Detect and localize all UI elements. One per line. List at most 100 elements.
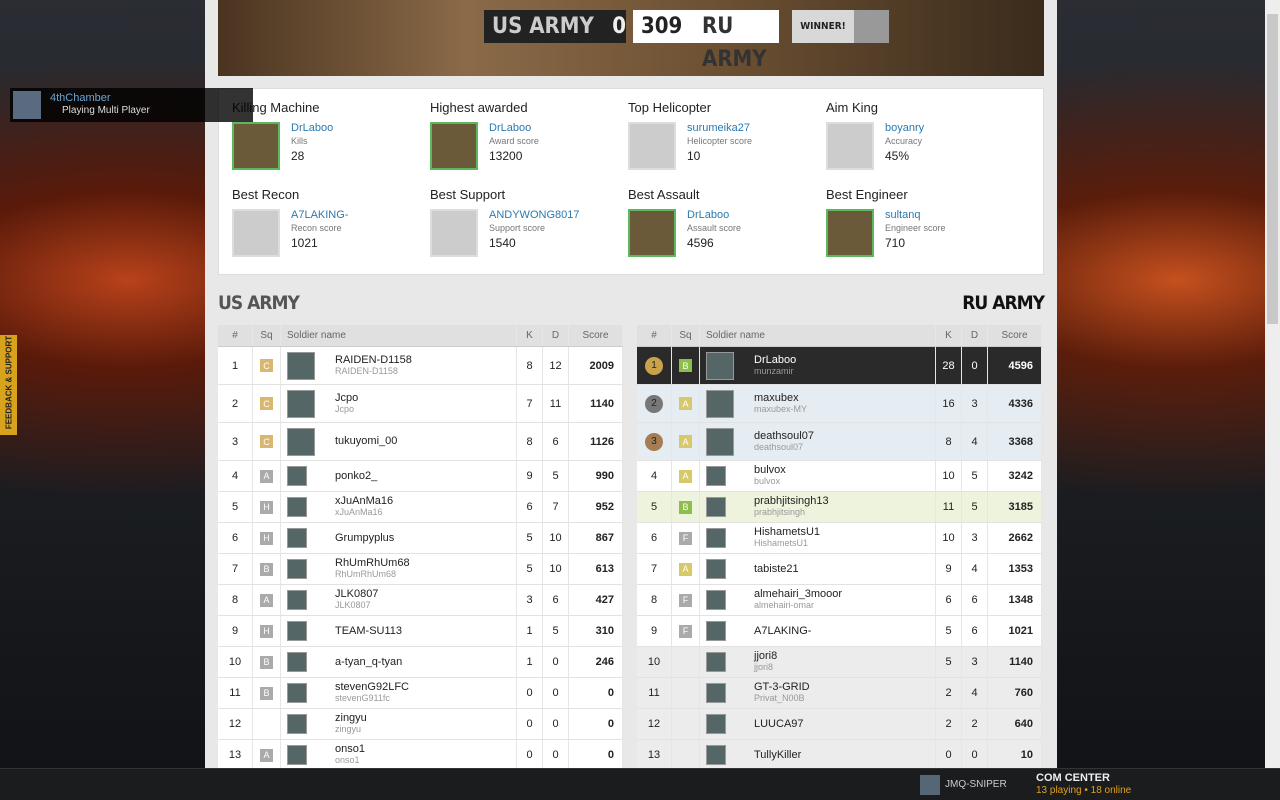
player-row[interactable]: 2 C Jcpo Jcpo 7 11 1140 — [218, 385, 623, 423]
player-row[interactable]: 12 LUUCA97 2 2 640 — [637, 709, 1042, 740]
cell: 4 — [962, 554, 988, 584]
cell: 5 — [517, 554, 543, 584]
award: Killing Machine DrLaboo Kills 28 — [232, 100, 422, 180]
award-title: Best Assault — [628, 187, 700, 202]
com-center[interactable]: COM CENTER — [1036, 772, 1110, 784]
scrollbar[interactable] — [1265, 0, 1280, 768]
player-row[interactable]: 8 A JLK0807 JLK0807 3 6 427 — [218, 585, 623, 616]
award-stat-label: Accuracy — [885, 136, 923, 146]
cell: 11 — [218, 678, 253, 708]
player-row[interactable]: 10 jjori8 jjori8 5 3 1140 — [637, 647, 1042, 678]
player-row[interactable]: 7 B RhUmRhUm68 RhUmRhUm68 5 10 613 — [218, 554, 623, 585]
soldier-name-block: Grumpyplus — [335, 531, 395, 544]
soldier-subname: Privat_N00B — [754, 693, 805, 703]
cell: GT-3-GRID Privat_N00B — [700, 678, 936, 708]
player-row[interactable]: 6 F HishametsU1 HishametsU1 10 3 2662 — [637, 523, 1042, 554]
squad: B — [679, 500, 692, 514]
cell: B — [253, 647, 281, 677]
cell: 5 — [936, 616, 962, 646]
cell: 3185 — [988, 492, 1042, 522]
squad: A — [260, 748, 273, 762]
award-player[interactable]: sultanq — [885, 209, 921, 221]
winner-icon — [854, 10, 889, 43]
cell: 28 — [936, 347, 962, 384]
soldier-name-block: deathsoul07 deathsoul07 — [754, 430, 814, 453]
soldier-avatar — [287, 590, 307, 610]
award-player[interactable]: DrLaboo — [489, 122, 532, 134]
soldier-subname: maxubex-MY — [754, 403, 808, 414]
cell: stevenG92LFC stevenG911fc — [281, 678, 517, 708]
cell — [253, 709, 281, 739]
cell: 2 — [962, 709, 988, 739]
award-player[interactable]: ANDYWONG8017 — [489, 209, 580, 221]
award: Best Support ANDYWONG8017 Support score 154… — [430, 187, 620, 267]
deaths: 3 — [971, 532, 978, 544]
cell: 2 — [637, 385, 672, 422]
player-row[interactable]: 13 TullyKiller 0 0 10 — [637, 740, 1042, 771]
cell: 9 — [936, 554, 962, 584]
column-header: # — [637, 325, 672, 346]
kills: 0 — [945, 749, 952, 761]
player-row[interactable]: 11 GT-3-GRID Privat_N00B 2 4 760 — [637, 678, 1042, 709]
kills: 1 — [526, 625, 533, 637]
soldier-name: Grumpyplus — [335, 531, 395, 544]
score: 1348 — [1008, 594, 1033, 606]
player-row[interactable]: 12 zingyu zingyu 0 0 0 — [218, 709, 623, 740]
score: 427 — [595, 594, 614, 606]
player-row[interactable]: 9 F A7LAKING- 5 6 1021 — [637, 616, 1042, 647]
award-player[interactable]: DrLaboo — [687, 209, 730, 221]
score: 990 — [595, 470, 614, 482]
award-player[interactable]: DrLaboo — [291, 122, 334, 134]
soldier-avatar — [287, 745, 307, 765]
cell — [672, 647, 700, 677]
bottom-bar: JMQ-SNIPER COM CENTER 13 playing • 18 on… — [0, 768, 1280, 800]
squad: A — [679, 562, 692, 576]
score2: 309 — [633, 10, 779, 43]
soldier-name-block: jjori8 jjori8 — [754, 651, 777, 673]
feedback-tab[interactable]: FEEDBACK & SUPPORT — [0, 335, 17, 435]
rank: 10 — [228, 656, 242, 668]
award-avatar — [232, 209, 280, 257]
user-avatar — [920, 775, 940, 795]
soldier-avatar — [706, 389, 734, 418]
player-row[interactable]: 6 H Grumpyplus 5 10 867 — [218, 523, 623, 554]
rank: 4 — [650, 470, 658, 482]
award-player[interactable]: A7LAKING- — [291, 209, 349, 221]
player-row[interactable]: 1 C RAIDEN-D1158 RAIDEN-D1158 8 12 2009 — [218, 347, 623, 385]
soldier-avatar — [287, 652, 307, 672]
award-player[interactable]: boyanry — [885, 122, 925, 134]
deaths: 6 — [971, 625, 978, 637]
player-row[interactable]: 1 B DrLaboo munzamir 28 0 4596 — [637, 347, 1042, 385]
deaths: 3 — [971, 397, 978, 410]
score: 1140 — [590, 397, 614, 410]
kills: 7 — [526, 397, 533, 410]
soldier-name-block: Jcpo Jcpo — [335, 392, 358, 415]
award-avatar — [826, 122, 874, 170]
cell: prabhjitsingh13 prabhjitsingh — [700, 492, 936, 522]
notification[interactable]: 4thChamber Playing Multi Player — [10, 88, 253, 122]
award-player[interactable]: surumeika27 — [687, 122, 750, 134]
cell: 1140 — [988, 647, 1042, 677]
cell: 246 — [569, 647, 623, 677]
cell: H — [253, 616, 281, 646]
cell: 8 — [517, 423, 543, 460]
user-name[interactable]: JMQ-SNIPER — [945, 779, 1007, 790]
deaths: 4 — [971, 687, 978, 699]
player-row[interactable]: 9 H TEAM-SU113 1 5 310 — [218, 616, 623, 647]
cell: 0 — [962, 740, 988, 770]
soldier-subname: xJuAnMa16 — [335, 507, 383, 517]
squad: B — [260, 686, 273, 700]
cell: ponko2_ — [281, 461, 517, 491]
